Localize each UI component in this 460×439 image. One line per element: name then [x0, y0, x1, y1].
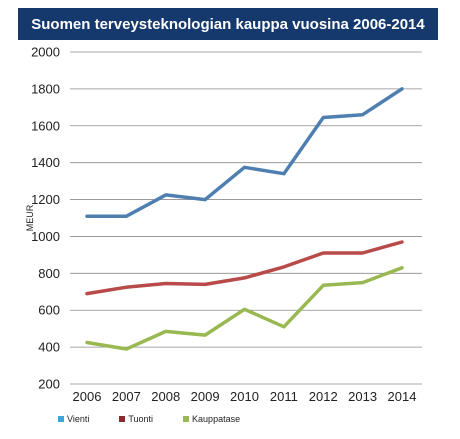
x-tick-label: 2013	[348, 389, 377, 404]
legend-swatch	[119, 416, 126, 422]
legend-label: Tuonti	[128, 414, 154, 424]
chart-title-text: Suomen terveysteknologian kauppa vuosina…	[31, 15, 425, 33]
x-tick-label: 2008	[151, 389, 180, 404]
series-line-kauppatase	[85, 266, 404, 351]
series-lines	[85, 87, 404, 351]
x-tick-label: 2007	[112, 389, 141, 404]
y-tick-label: 400	[38, 340, 60, 355]
x-tick-label: 2014	[388, 389, 417, 404]
y-axis-title: MEUR	[25, 204, 35, 231]
legend-swatch	[183, 416, 190, 422]
y-tick-label: 2000	[31, 45, 60, 60]
gridlines	[70, 51, 422, 385]
x-tick-label: 2010	[230, 389, 259, 404]
legend-label: Vienti	[67, 414, 90, 424]
legend-label: Kauppatase	[192, 414, 241, 424]
legend-item-kauppatase: Kauppatase	[183, 414, 240, 424]
y-tick-label: 1400	[31, 155, 60, 170]
y-tick-label: 800	[38, 266, 60, 281]
x-tick-label: 2012	[309, 389, 338, 404]
legend-item-vienti: Vienti	[58, 414, 89, 424]
y-tick-label: 200	[38, 377, 60, 392]
x-tick-label: 2006	[73, 389, 102, 404]
series-line-tuonti	[85, 240, 404, 296]
x-tick-label: 2009	[191, 389, 220, 404]
chart-title: Suomen terveysteknologian kauppa vuosina…	[18, 8, 438, 40]
y-tick-label: 1600	[31, 118, 60, 133]
series-line-vienti	[85, 87, 404, 218]
y-axis-ticks: 200 400 600 800 1000 1200 1400 1600 1800 2000	[31, 45, 60, 392]
legend-swatch	[58, 416, 64, 422]
x-axis-ticks: 2006 2007 2008 2009 2010 2011 2012 2013 2014	[73, 389, 417, 404]
y-tick-label: 1200	[31, 192, 60, 207]
legend-item-tuonti: Tuonti	[119, 414, 153, 424]
legend: Vienti Tuonti Kauppatase	[58, 414, 240, 424]
x-tick-label: 2011	[270, 389, 298, 404]
y-tick-label: 1000	[31, 229, 60, 244]
y-tick-label: 1800	[31, 81, 60, 96]
y-tick-label: 600	[38, 303, 60, 318]
